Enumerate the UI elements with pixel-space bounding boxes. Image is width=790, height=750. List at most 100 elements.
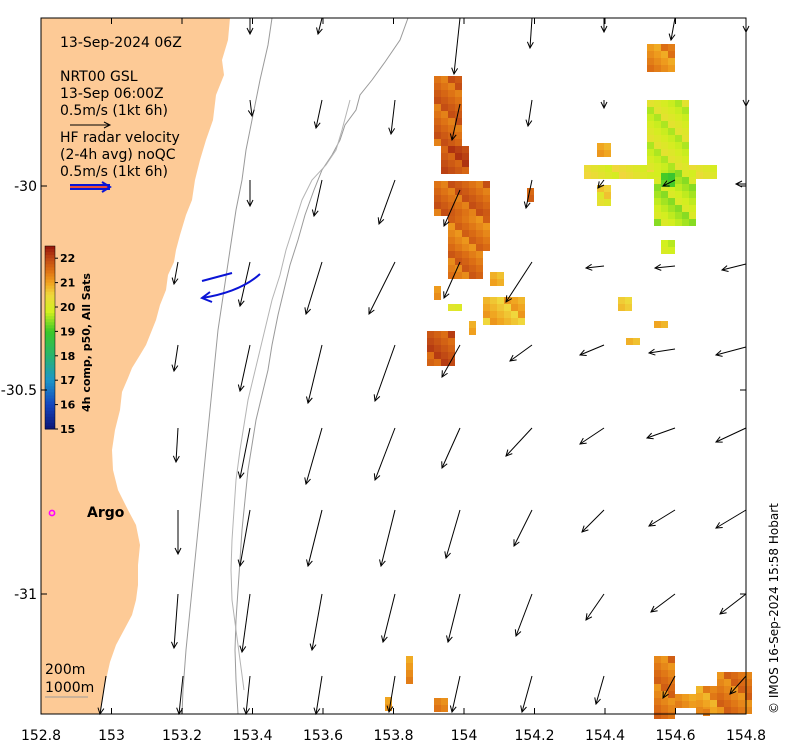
colorbar-segment — [45, 319, 55, 323]
sst-pixel — [455, 90, 462, 97]
sst-pixel — [448, 139, 455, 146]
model-arrow — [513, 509, 533, 547]
colorbar-segment — [45, 422, 55, 427]
sst-pixel — [441, 359, 448, 366]
hf-radar-arrows — [199, 272, 261, 303]
sst-pixel — [441, 160, 448, 167]
sst-pixel — [689, 205, 696, 212]
sst-pixel — [647, 65, 654, 72]
model-arrow — [237, 509, 251, 568]
sst-pixel — [731, 672, 738, 679]
sst-pixel — [668, 114, 675, 121]
y-tick-label: -30.5 — [1, 383, 37, 399]
sst-pixel — [710, 693, 717, 700]
model-arrow — [514, 593, 533, 638]
sst-pixel — [661, 712, 668, 719]
sst-pixel — [469, 216, 476, 223]
sst-pixel — [434, 202, 441, 209]
sst-pixel — [462, 223, 469, 230]
sst-pixel — [462, 188, 469, 195]
sst-pixel — [448, 97, 455, 104]
sst-pixel — [518, 318, 525, 325]
model-arrow — [237, 427, 251, 480]
sst-pixel — [476, 272, 483, 279]
model-arrow — [650, 593, 676, 613]
colorbar-segment — [45, 297, 55, 302]
sst-pixel — [385, 697, 392, 704]
sst-pixel — [455, 258, 462, 265]
sst-pixel — [661, 142, 668, 149]
sst-pixel — [455, 139, 462, 146]
sst-pixel — [675, 107, 682, 114]
sst-pixel — [462, 230, 469, 237]
sst-pixel — [682, 177, 689, 184]
radar-title-line2: (2-4h avg) noQC — [60, 147, 176, 163]
sst-pixel — [469, 181, 476, 188]
sst-pixel — [434, 338, 441, 345]
x-tick-label: 153.8 — [373, 728, 413, 744]
sst-pixel — [745, 686, 752, 693]
sst-pixel — [455, 111, 462, 118]
model-arrow — [584, 263, 605, 271]
sst-pixel — [682, 184, 689, 191]
sst-pixel — [455, 160, 462, 167]
sst-pixel — [717, 679, 724, 686]
sst-pixel — [434, 352, 441, 359]
sst-pixel — [647, 121, 654, 128]
sst-pixel — [455, 209, 462, 216]
sst-pixel — [441, 352, 448, 359]
sst-pixel — [476, 230, 483, 237]
x-tick-label: 152.8 — [21, 728, 61, 744]
model-arrow — [505, 427, 533, 457]
sst-pixel — [668, 198, 675, 205]
sst-pixel — [483, 311, 490, 318]
sst-pixel — [604, 150, 611, 157]
sst-pixel — [682, 205, 689, 212]
sst-pixel — [689, 212, 696, 219]
sst-pixel — [455, 104, 462, 111]
sst-pixel — [661, 184, 668, 191]
sst-pixel — [633, 338, 640, 345]
sst-pixel — [604, 185, 611, 192]
model-arrow — [172, 427, 180, 464]
sst-pixel — [476, 251, 483, 258]
sst-pixel — [434, 83, 441, 90]
model-arrow — [171, 344, 179, 373]
sst-pixel — [448, 181, 455, 188]
sst-pixel — [462, 237, 469, 244]
sst-pixel — [668, 173, 675, 180]
sst-pixel — [668, 156, 675, 163]
sst-pixel — [682, 142, 689, 149]
colorbar-segment — [45, 300, 55, 305]
model-arrow — [443, 189, 461, 228]
sst-pixel — [448, 160, 455, 167]
colorbar-segment — [45, 364, 55, 369]
sst-pixel — [441, 97, 448, 104]
sst-pixel — [625, 297, 632, 304]
sst-pixel — [668, 128, 675, 135]
sst-pixel — [469, 202, 476, 209]
sst-pixel — [483, 304, 490, 311]
sst-pixel — [738, 679, 745, 686]
land-mass — [41, 18, 230, 714]
sst-pixel — [661, 240, 668, 247]
colorbar-segment — [45, 352, 55, 357]
sst-pixel — [483, 297, 490, 304]
sst-pixel — [654, 691, 661, 698]
sst-pixel — [668, 219, 675, 226]
sst-pixel — [504, 318, 511, 325]
sst-pixel — [483, 181, 490, 188]
sst-pixel — [455, 97, 462, 104]
model-arrow — [597, 179, 605, 189]
colorbar-segment — [45, 303, 55, 308]
colorbar-segment — [45, 355, 55, 360]
sst-pixel — [647, 114, 654, 121]
sst-pixel — [448, 104, 455, 111]
x-tick-label: 153 — [98, 728, 125, 744]
colorbar-segment — [45, 261, 55, 265]
sst-pixel — [682, 198, 689, 205]
sst-pixel — [406, 663, 413, 670]
model-arrow — [373, 427, 396, 482]
sst-pixel — [441, 188, 448, 195]
model-arrow — [441, 344, 461, 378]
